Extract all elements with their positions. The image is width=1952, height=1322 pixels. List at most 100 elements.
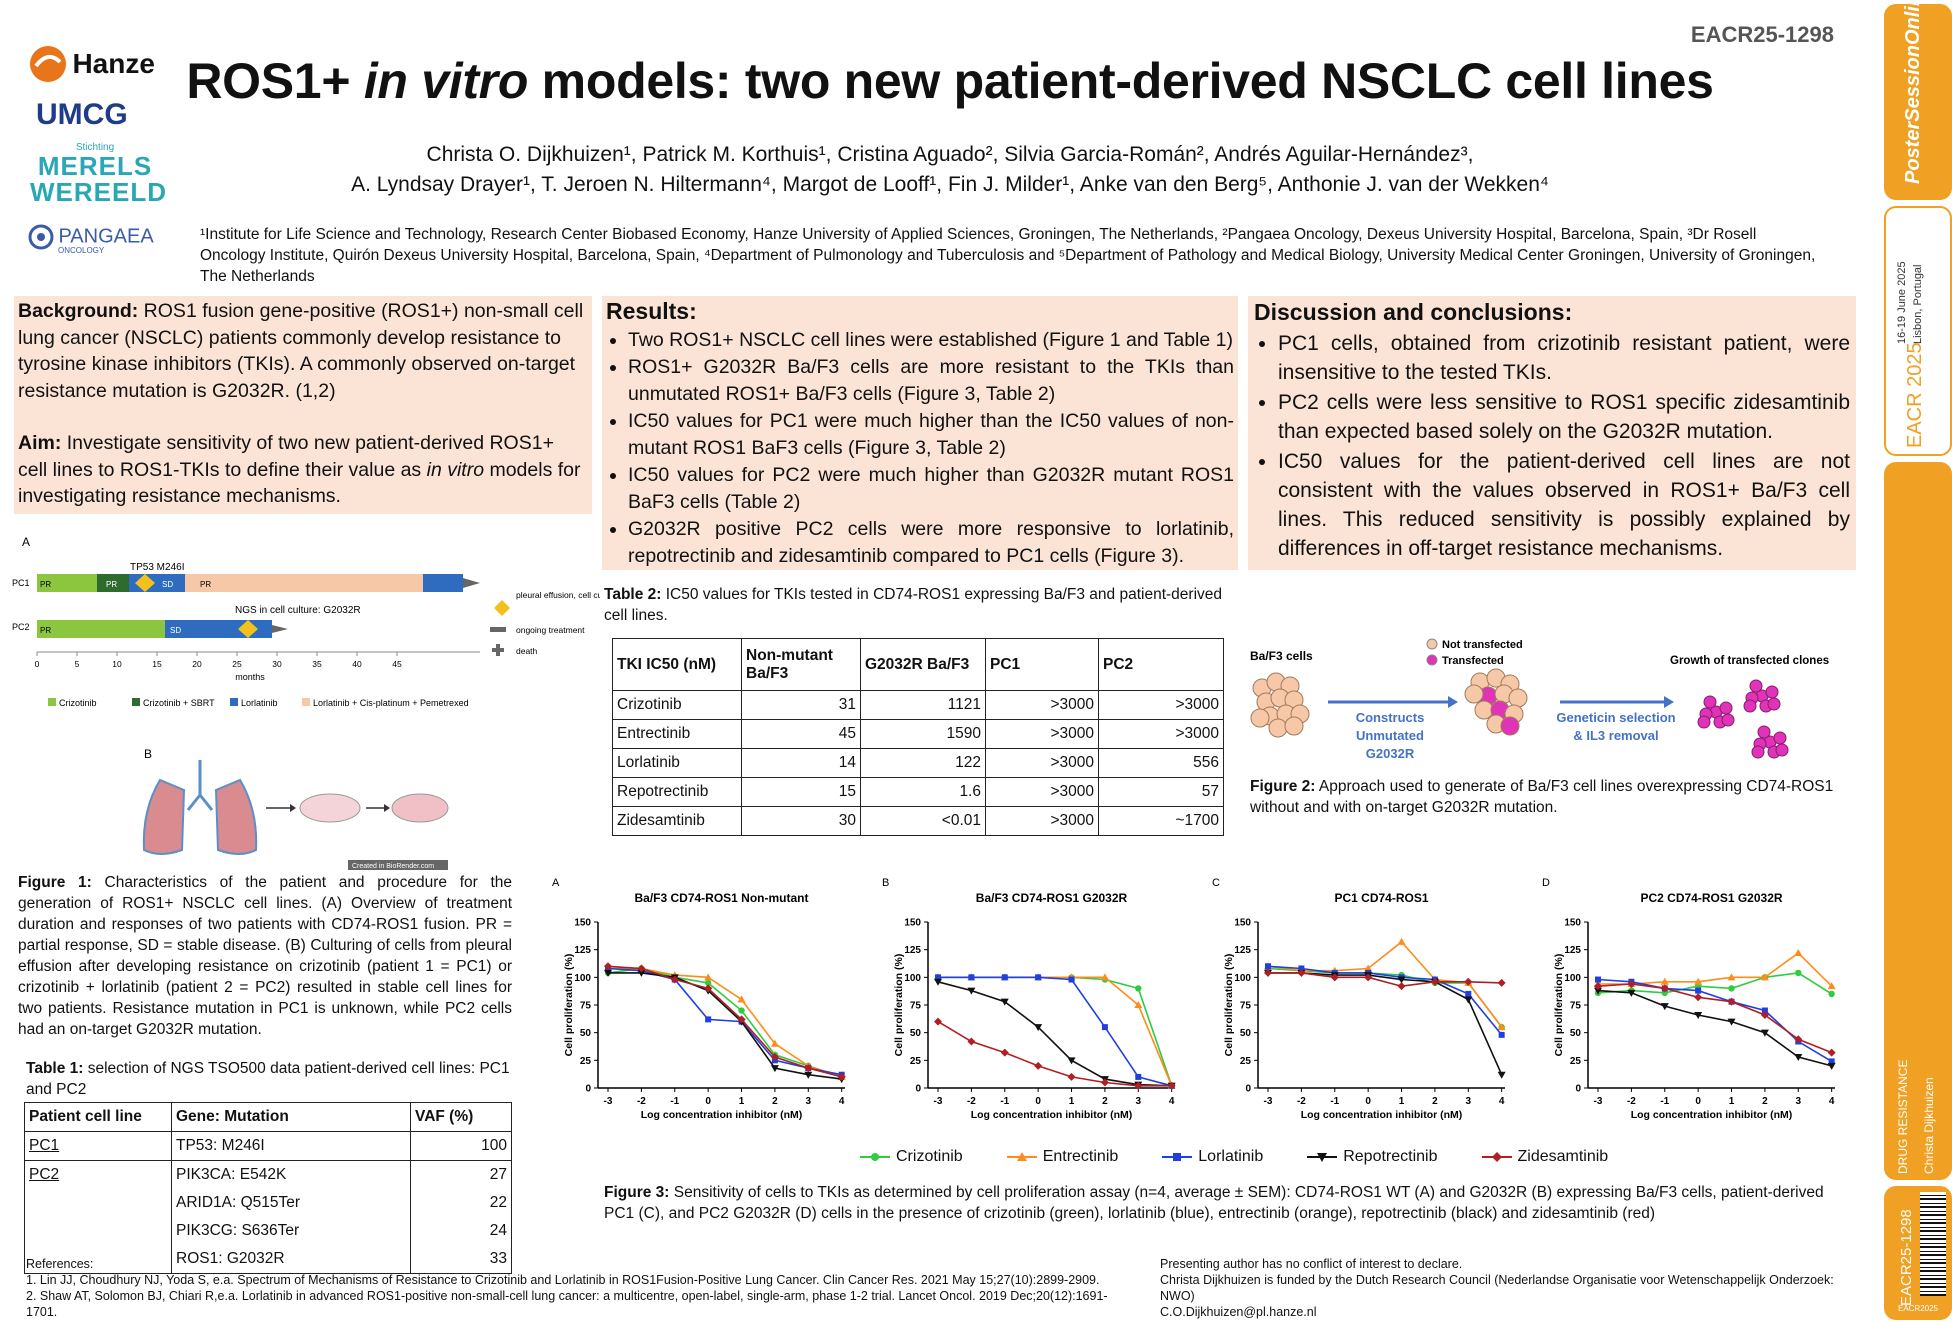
data-point-lorlatinib [1101, 1024, 1108, 1031]
data-point-lorlatinib [1265, 963, 1272, 970]
table-row: PC2 PIK3CA: E542K 27 [24, 1160, 512, 1189]
data-point-repotrectinib [967, 987, 976, 995]
table-2-caption: Table 2: IC50 values for TKIs tested in … [604, 586, 1223, 624]
x-tick-label: -2 [1627, 1096, 1636, 1107]
chart-title: Ba/F3 CD74-ROS1 Non-mutant [634, 891, 808, 905]
y-tick-label: 150 [904, 918, 921, 929]
data-point-lorlatinib [1298, 965, 1305, 972]
arrow1-text-2: Unmutated [1356, 728, 1424, 743]
legend-entrectinib: Entrectinib [1006, 1148, 1118, 1166]
timeline-ticks: 0 5 10 15 20 25 30 35 40 45 [35, 652, 402, 669]
lung-left-icon [142, 778, 186, 855]
y-tick-label: 0 [915, 1084, 921, 1095]
bf3-cell-cluster [1250, 672, 1310, 738]
legend-cispem-swatch [302, 698, 310, 706]
y-tick-label: 150 [574, 918, 591, 929]
data-point-lorlatinib [1068, 976, 1075, 983]
table-row: ARID1A: Q515Ter 22 [24, 1189, 512, 1217]
pc2-effusion-diamond [238, 620, 258, 638]
legend-crizotinib-swatch [48, 698, 56, 706]
data-point-zidesamtinib [1760, 1010, 1769, 1019]
x-tick-label: 0 [1365, 1096, 1371, 1107]
legend-lorlatinib: Lorlatinib [1162, 1148, 1263, 1166]
data-point-lorlatinib [1498, 1031, 1505, 1038]
data-point-entrectinib [704, 973, 713, 981]
sidebar-author: Christa Dijkhuizen [1922, 1077, 1936, 1174]
data-point-repotrectinib [1464, 996, 1473, 1004]
data-point-zidesamtinib [1497, 978, 1506, 987]
poster-code: EACR25-1298 [1690, 22, 1834, 47]
data-point-lorlatinib [935, 974, 942, 981]
affiliations: ¹Institute for Life Science and Technolo… [200, 226, 1816, 285]
y-tick-label: 100 [1564, 973, 1581, 984]
y-tick-label: 150 [1564, 918, 1581, 929]
pc1-label-pr3: PR [200, 580, 211, 589]
dish-2-icon [391, 793, 449, 823]
timeline-tick-label: 20 [192, 659, 202, 669]
series-line-repotrectinib [608, 972, 842, 1080]
arrow2-text-1: Geneticin selection [1556, 710, 1675, 725]
data-point-repotrectinib [1034, 1024, 1043, 1032]
x-axis-label: Log concentration inhibitor (nM) [1631, 1109, 1793, 1121]
results-box: Results: Two ROS1+ NSCLC cell lines were… [602, 296, 1238, 570]
data-point-lorlatinib [1595, 976, 1602, 983]
discussion-item: PC1 cells, obtained from crizotinib resi… [1278, 329, 1850, 387]
data-point-zidesamtinib [737, 1015, 746, 1024]
sidebar-code: EACR25-1298 [1898, 1209, 1915, 1306]
data-point-zidesamtinib [1364, 973, 1373, 982]
x-axis-label: Log concentration inhibitor (nM) [971, 1109, 1133, 1121]
data-point-repotrectinib [1827, 1062, 1836, 1070]
data-point-repotrectinib [1694, 1011, 1703, 1019]
sidebar-place: Lisbon, Portugal [1912, 264, 1924, 345]
row-label-pc2: PC2 [12, 622, 30, 632]
background-paragraph: Background: ROS1 fusion gene-positive (R… [18, 300, 584, 402]
pc2-label-sd: SD [170, 626, 181, 635]
data-point-crizotinib [1795, 969, 1802, 977]
series-line-repotrectinib [937, 981, 1172, 1087]
x-tick-label: 2 [1762, 1096, 1768, 1107]
data-point-repotrectinib [804, 1071, 813, 1079]
y-tick-label: 50 [910, 1028, 922, 1039]
pc2-ongoing-arrow [272, 625, 288, 633]
x-tick-label: 3 [1136, 1096, 1142, 1107]
x-tick-label: 4 [839, 1096, 845, 1107]
x-tick-label: 2 [772, 1096, 778, 1107]
x-tick-label: -3 [1264, 1096, 1273, 1107]
clone-cell-icon [1751, 745, 1765, 759]
legend-crizotinib: Crizotinib [59, 698, 97, 708]
merels-small-text: Stichting [75, 142, 115, 153]
figure-3-legend: Crizotinib Entrectinib Lorlatinib Repotr… [860, 1148, 1660, 1166]
data-point-entrectinib [1100, 973, 1109, 981]
data-point-zidesamtinib [637, 964, 646, 973]
data-point-entrectinib [770, 1039, 779, 1047]
trachea-icon [186, 760, 214, 811]
authors: Christa O. Dijkhuizen¹, Patrick M. Korth… [200, 140, 1700, 200]
data-point-repotrectinib [1627, 989, 1636, 997]
authors-line-1: Christa O. Dijkhuizen¹, Patrick M. Korth… [426, 143, 1474, 166]
transfected-label: Transfected [1442, 655, 1504, 667]
data-point-repotrectinib [1660, 1003, 1669, 1011]
x-tick-label: 1 [1069, 1096, 1075, 1107]
arrow-2-head [384, 804, 390, 812]
table-row: Zidesamtinib 30 <0.01 >3000 ~1700 [612, 806, 1224, 836]
table-row: Lorlatinib 14 122 >3000 556 [612, 748, 1224, 778]
data-point-zidesamtinib [1067, 1072, 1076, 1081]
data-point-zidesamtinib [670, 975, 679, 984]
y-tick-label: 50 [1240, 1028, 1252, 1039]
data-point-zidesamtinib [1034, 1061, 1043, 1070]
table-row: PC1 TP53: M246I 100 [24, 1131, 512, 1161]
series-line-lorlatinib [1267, 965, 1503, 1036]
timeline-tick-label: 0 [35, 659, 40, 669]
results-item: G2032R positive PC2 cells were more resp… [628, 516, 1234, 569]
chart-title: PC1 CD74-ROS1 [1334, 891, 1428, 905]
y-tick-label: 125 [1234, 945, 1251, 956]
y-tick-label: 100 [1234, 973, 1251, 984]
not-transfected-swatch [1426, 638, 1438, 650]
arrow-1-head [290, 804, 296, 812]
legend-death-icon [492, 644, 504, 656]
fig1b-panel-label: B [144, 747, 152, 761]
data-point-zidesamtinib [1694, 993, 1703, 1002]
figure-1a-timeline: A TP53 M246I NGS in cell culture: G2032R… [12, 535, 600, 708]
results-item: Two ROS1+ NSCLC cell lines were establis… [628, 327, 1234, 354]
legend-ongoing: ongoing treatment [516, 625, 585, 635]
